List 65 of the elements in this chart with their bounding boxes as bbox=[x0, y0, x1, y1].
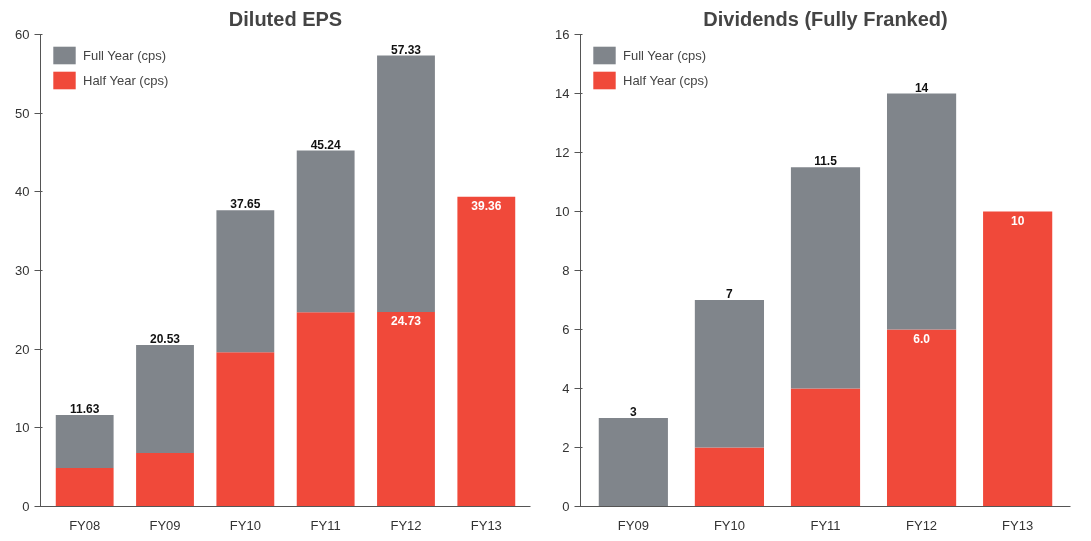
y-tick-label: 14 bbox=[555, 86, 570, 101]
total-label: 11.5 bbox=[814, 154, 838, 169]
bar bbox=[216, 210, 275, 353]
data-label: 39.36 bbox=[471, 198, 502, 213]
total-label: 37.65 bbox=[230, 197, 261, 212]
x-tick-label: FY11 bbox=[810, 517, 841, 533]
bar bbox=[136, 345, 194, 454]
total-label: 7 bbox=[726, 287, 734, 301]
y-tick-label: 60 bbox=[15, 27, 30, 42]
total-label: 57.33 bbox=[390, 42, 422, 57]
bar bbox=[55, 467, 114, 507]
bar bbox=[790, 388, 861, 507]
total-label: 20.53 bbox=[149, 332, 181, 346]
x-tick-label: FY12 bbox=[390, 517, 422, 533]
bar bbox=[377, 311, 435, 507]
x-tick-label: FY13 bbox=[470, 517, 502, 533]
bar bbox=[983, 211, 1053, 507]
bar bbox=[136, 453, 194, 507]
y-tick-label: 10 bbox=[15, 420, 30, 436]
y-tick-label: 10 bbox=[555, 204, 570, 219]
x-tick-label: FY10 bbox=[713, 517, 745, 533]
bar bbox=[886, 93, 957, 330]
y-tick-label: 6 bbox=[562, 322, 570, 337]
data-label: 10 bbox=[1010, 213, 1025, 228]
bar bbox=[598, 418, 668, 507]
chart-title: Dividends (Fully Franked) bbox=[703, 7, 948, 30]
y-tick-label: 0 bbox=[22, 499, 30, 514]
legend-label: Half Year (cps) bbox=[623, 72, 709, 88]
x-tick-label: FY08 bbox=[69, 517, 101, 533]
data-label: 6.0 bbox=[913, 331, 931, 346]
y-tick-label: 0 bbox=[562, 499, 570, 514]
x-tick-label: FY10 bbox=[229, 517, 261, 533]
y-tick-label: 50 bbox=[15, 105, 30, 121]
legend-label: Half Year (cps) bbox=[83, 72, 169, 88]
bar bbox=[296, 150, 355, 313]
y-tick-label: 30 bbox=[15, 263, 30, 278]
bar bbox=[886, 329, 957, 507]
x-tick-label: FY09 bbox=[149, 517, 181, 533]
y-tick-label: 12 bbox=[555, 145, 570, 160]
legend-label: Full Year (cps) bbox=[623, 47, 707, 63]
total-label: 3 bbox=[630, 405, 638, 419]
legend-label: Full Year (cps) bbox=[83, 47, 167, 63]
x-tick-label: FY09 bbox=[617, 517, 649, 533]
y-tick-label: 40 bbox=[15, 184, 30, 200]
bar bbox=[55, 415, 114, 468]
bar bbox=[457, 196, 516, 507]
bar bbox=[216, 352, 275, 507]
bar bbox=[694, 300, 765, 448]
y-tick-label: 8 bbox=[562, 263, 570, 278]
x-tick-label: FY13 bbox=[1002, 517, 1034, 533]
bar bbox=[790, 167, 861, 389]
total-label: 11.63 bbox=[70, 402, 100, 417]
y-tick-label: 20 bbox=[15, 341, 30, 357]
data-label: 24.73 bbox=[390, 313, 422, 328]
total-label: 14 bbox=[914, 80, 929, 95]
y-tick-label: 16 bbox=[555, 27, 570, 42]
bar bbox=[694, 447, 765, 507]
y-tick-label: 4 bbox=[562, 381, 570, 396]
y-tick-label: 2 bbox=[562, 440, 570, 455]
bar bbox=[296, 312, 355, 507]
x-tick-label: FY11 bbox=[310, 517, 341, 533]
x-tick-label: FY12 bbox=[906, 517, 938, 533]
total-label: 45.24 bbox=[310, 137, 341, 152]
bar bbox=[377, 55, 435, 312]
chart-title: Diluted EPS bbox=[228, 7, 343, 30]
